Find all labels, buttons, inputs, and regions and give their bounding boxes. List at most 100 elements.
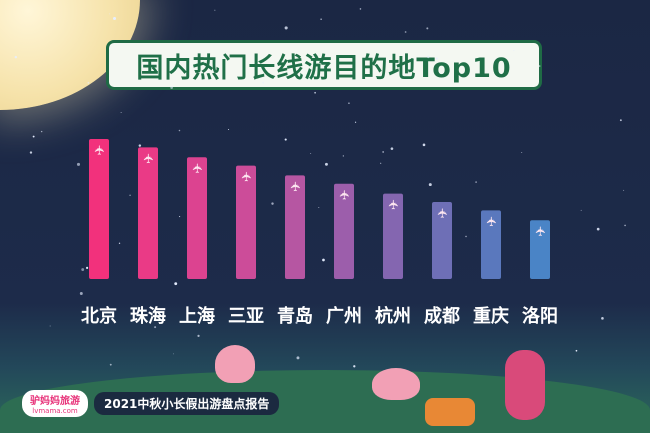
star (322, 258, 325, 262)
category-label: 广州 (326, 305, 362, 327)
star (32, 135, 35, 138)
star (295, 321, 298, 324)
category-label: 上海 (179, 305, 215, 327)
star (76, 162, 81, 166)
star (314, 91, 316, 94)
chart-title: 国内热门长线游目的地Top10 (136, 52, 512, 84)
star (174, 282, 178, 286)
star (284, 309, 287, 312)
star (624, 224, 626, 227)
star (262, 81, 265, 84)
star (86, 266, 89, 269)
airplane-icon: ✈ (240, 171, 255, 182)
star (580, 209, 582, 211)
star (197, 334, 200, 337)
bar-广州 (334, 183, 354, 279)
star (513, 49, 515, 52)
bar-青岛 (285, 175, 305, 279)
donkey-mascot (505, 350, 545, 420)
star (138, 144, 142, 147)
star (154, 326, 157, 329)
star (118, 242, 121, 244)
airplane-icon: ✈ (485, 216, 500, 227)
star (575, 349, 578, 352)
star (382, 151, 384, 153)
airplane-icon: ✈ (338, 189, 353, 200)
airplane-icon: ✈ (93, 144, 108, 155)
star (129, 194, 131, 197)
star (284, 138, 287, 141)
star (353, 365, 356, 368)
star (170, 86, 173, 89)
category-label: 成都 (424, 305, 460, 327)
star (49, 325, 51, 327)
star (324, 162, 328, 166)
star (178, 129, 181, 132)
airplane-icon: ✈ (142, 153, 157, 164)
star (109, 363, 112, 366)
star (29, 151, 33, 154)
star (619, 119, 622, 122)
star (521, 151, 523, 153)
star (179, 216, 181, 218)
mooncake-illustration (425, 398, 475, 426)
bar-三亚 (236, 165, 256, 279)
star (422, 143, 426, 147)
star (109, 13, 111, 15)
star (79, 292, 83, 295)
lvmama-logo: 驴妈妈旅游 lvmama.com (22, 390, 88, 417)
airplane-icon: ✈ (191, 163, 206, 174)
category-label: 重庆 (473, 305, 509, 327)
bar-北京 (89, 139, 109, 279)
star (228, 129, 230, 131)
star (348, 102, 350, 105)
star (354, 121, 357, 123)
bar-上海 (187, 157, 207, 279)
star (318, 206, 320, 209)
bar-成都 (432, 202, 452, 279)
star (623, 189, 625, 191)
bar-洛阳 (530, 220, 550, 279)
category-label: 珠海 (130, 305, 166, 327)
star (426, 27, 429, 30)
bar-珠海 (138, 147, 158, 279)
star (120, 112, 122, 113)
report-title: 2021中秋小长假出游盘点报告 (94, 392, 280, 415)
star (601, 317, 604, 320)
airplane-icon: ✈ (289, 181, 304, 192)
title-banner: 国内热门长线游目的地Top10 (106, 40, 542, 90)
lotus-illustration (215, 345, 255, 383)
category-label: 洛阳 (522, 305, 558, 327)
star (296, 356, 300, 360)
star (465, 235, 467, 238)
category-label: 北京 (81, 305, 117, 327)
bar-杭州 (383, 193, 403, 279)
logo-text: 驴妈妈旅游 (30, 396, 80, 407)
star (320, 18, 322, 20)
star (342, 155, 344, 157)
star (214, 9, 216, 11)
category-label: 杭州 (375, 305, 411, 327)
star (404, 31, 407, 33)
star (172, 353, 174, 355)
star (14, 55, 18, 59)
star (347, 305, 351, 309)
star (390, 147, 394, 150)
star (113, 17, 117, 21)
airplane-icon: ✈ (387, 199, 402, 210)
star (81, 268, 85, 271)
star (271, 202, 274, 205)
star (427, 55, 430, 59)
star (538, 65, 541, 67)
bar-重庆 (481, 210, 501, 279)
star (380, 162, 382, 164)
category-label: 青岛 (277, 305, 313, 327)
airplane-icon: ✈ (534, 226, 549, 237)
star (428, 183, 432, 187)
star (475, 181, 477, 183)
star (596, 227, 600, 231)
footer-badge: 驴妈妈旅游 lvmama.com 2021中秋小长假出游盘点报告 (22, 390, 280, 417)
star (310, 153, 312, 154)
star (87, 81, 90, 84)
